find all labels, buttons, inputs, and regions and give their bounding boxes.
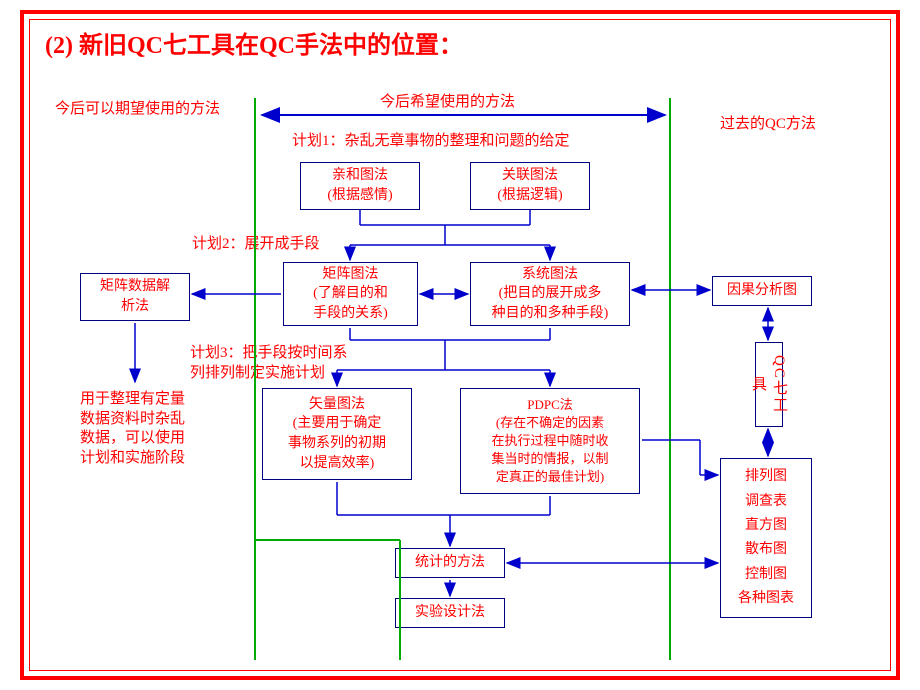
page-title: (2) 新旧QC七工具在QC手法中的位置： — [45, 25, 463, 60]
node-stats: 统计的方法 — [395, 548, 505, 578]
old-tool-item: 排列图 — [745, 467, 787, 487]
label-top-center: 今后希望使用的方法 — [380, 93, 515, 113]
old-tool-item: 各种图表 — [738, 589, 794, 609]
node-doe: 实验设计法 — [395, 598, 505, 628]
node-system: 系统图法 (把目的展开成多 种目的和多种手段) — [470, 262, 630, 326]
node-matrix: 矩阵图法 (了解目的和 手段的关系) — [283, 262, 418, 326]
node-pdpc: PDPC法 (存在不确定的因素 在执行过程中随时收 集当时的情报，以制 定真正的… — [460, 388, 640, 494]
label-plan3: 计划3：把手段按时间系 列排列制定实施计划 — [190, 344, 348, 383]
label-matrix-note: 用于整理有定量 数据资料时杂乱 数据，可以使用 计划和实施阶段 — [80, 390, 185, 468]
node-qc7: QC七工具 — [755, 342, 783, 427]
label-plan1: 计划1：杂乱无章事物的整理和问题的给定 — [292, 132, 570, 152]
old-tool-item: 直方图 — [745, 516, 787, 536]
old-tool-item: 散布图 — [745, 540, 787, 560]
node-old-tools: 排列图 调查表 直方图 散布图 控制图 各种图表 — [720, 458, 812, 618]
node-causal: 因果分析图 — [712, 276, 812, 306]
node-vector: 矢量图法 (主要用于确定 事物系列的初期 以提高效率) — [262, 388, 412, 480]
node-matrix-data: 矩阵数据解 析法 — [80, 273, 190, 321]
label-plan2: 计划2：展开成手段 — [192, 235, 320, 255]
label-top-left: 今后可以期望使用的方法 — [55, 100, 220, 120]
label-top-right: 过去的QC方法 — [720, 115, 816, 135]
old-tool-item: 调查表 — [745, 492, 787, 512]
node-relation: 关联图法 (根据逻辑) — [470, 162, 590, 210]
old-tool-item: 控制图 — [745, 565, 787, 585]
node-affinity: 亲和图法 (根据感情) — [300, 162, 420, 210]
